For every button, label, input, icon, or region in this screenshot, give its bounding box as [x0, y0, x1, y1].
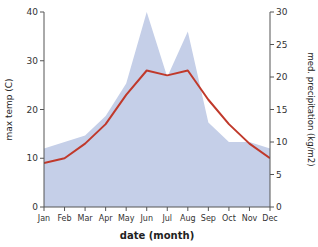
y2-tick-label: 20 — [276, 72, 288, 82]
plot-area — [44, 12, 270, 207]
x-tick — [146, 207, 147, 211]
x-axis-label: date (month) — [120, 230, 194, 241]
x-tick-label: Jun — [139, 214, 153, 223]
y2-tick-label: 30 — [276, 7, 288, 17]
y-tick-label: 20 — [27, 105, 39, 115]
x-tick-label: Mar — [78, 214, 94, 223]
x-tick — [44, 207, 45, 211]
x-tick — [126, 207, 127, 211]
y2-tick-label: 0 — [276, 202, 282, 212]
y-tick — [40, 12, 44, 13]
y2-tick — [270, 109, 274, 110]
precipitation-area — [44, 12, 270, 207]
x-tick — [85, 207, 86, 211]
x-tick — [187, 207, 188, 211]
y-tick-label: 10 — [27, 153, 39, 163]
x-tick — [270, 207, 271, 211]
y2-tick-label: 25 — [276, 40, 287, 50]
y2-tick-label: 15 — [276, 105, 287, 115]
x-tick-label: Feb — [57, 214, 71, 223]
y-tick-label: 40 — [27, 7, 39, 17]
y-axis-label: max temp (C) — [4, 78, 14, 140]
x-tick-label: May — [118, 214, 135, 223]
x-tick-label: Oct — [222, 214, 236, 223]
chart-container: 0 10 20 30 40 0 5 10 15 20 25 30 Jan Feb Mar Apr May Jun J… — [0, 0, 318, 247]
x-tick — [64, 207, 65, 211]
x-tick-label: Jan — [37, 214, 50, 223]
y2-tick — [270, 207, 274, 208]
y-tick — [40, 109, 44, 110]
x-tick — [208, 207, 209, 211]
y-tick-label: 30 — [27, 56, 39, 66]
x-tick — [228, 207, 229, 211]
y2-tick — [270, 44, 274, 45]
x-tick-label: Nov — [242, 214, 258, 223]
x-tick — [167, 207, 168, 211]
x-tick-label: Sep — [201, 214, 216, 223]
y-tick — [40, 207, 44, 208]
x-tick — [105, 207, 106, 211]
y2-tick — [270, 77, 274, 78]
y2-tick-label: 5 — [276, 170, 282, 180]
x-tick — [249, 207, 250, 211]
temperature-line — [44, 71, 270, 164]
y2-tick-label: 10 — [276, 137, 288, 147]
y-tick — [40, 60, 44, 61]
y2-tick — [270, 12, 274, 13]
y-tick — [40, 158, 44, 159]
x-axis-line — [44, 207, 270, 208]
x-tick-label: Aug — [180, 214, 196, 223]
y2-tick — [270, 142, 274, 143]
x-tick-label: Dec — [262, 214, 277, 223]
y-tick-label: 0 — [32, 202, 38, 212]
chart-svg: 0 10 20 30 40 0 5 10 15 20 25 30 Jan Feb Mar Apr May Jun J… — [0, 0, 318, 247]
x-tick-label: Jul — [161, 214, 172, 223]
x-tick-label: Apr — [99, 214, 114, 223]
y2-tick — [270, 174, 274, 175]
y2-axis-label: med. precipitation (kg/m2) — [306, 52, 316, 166]
